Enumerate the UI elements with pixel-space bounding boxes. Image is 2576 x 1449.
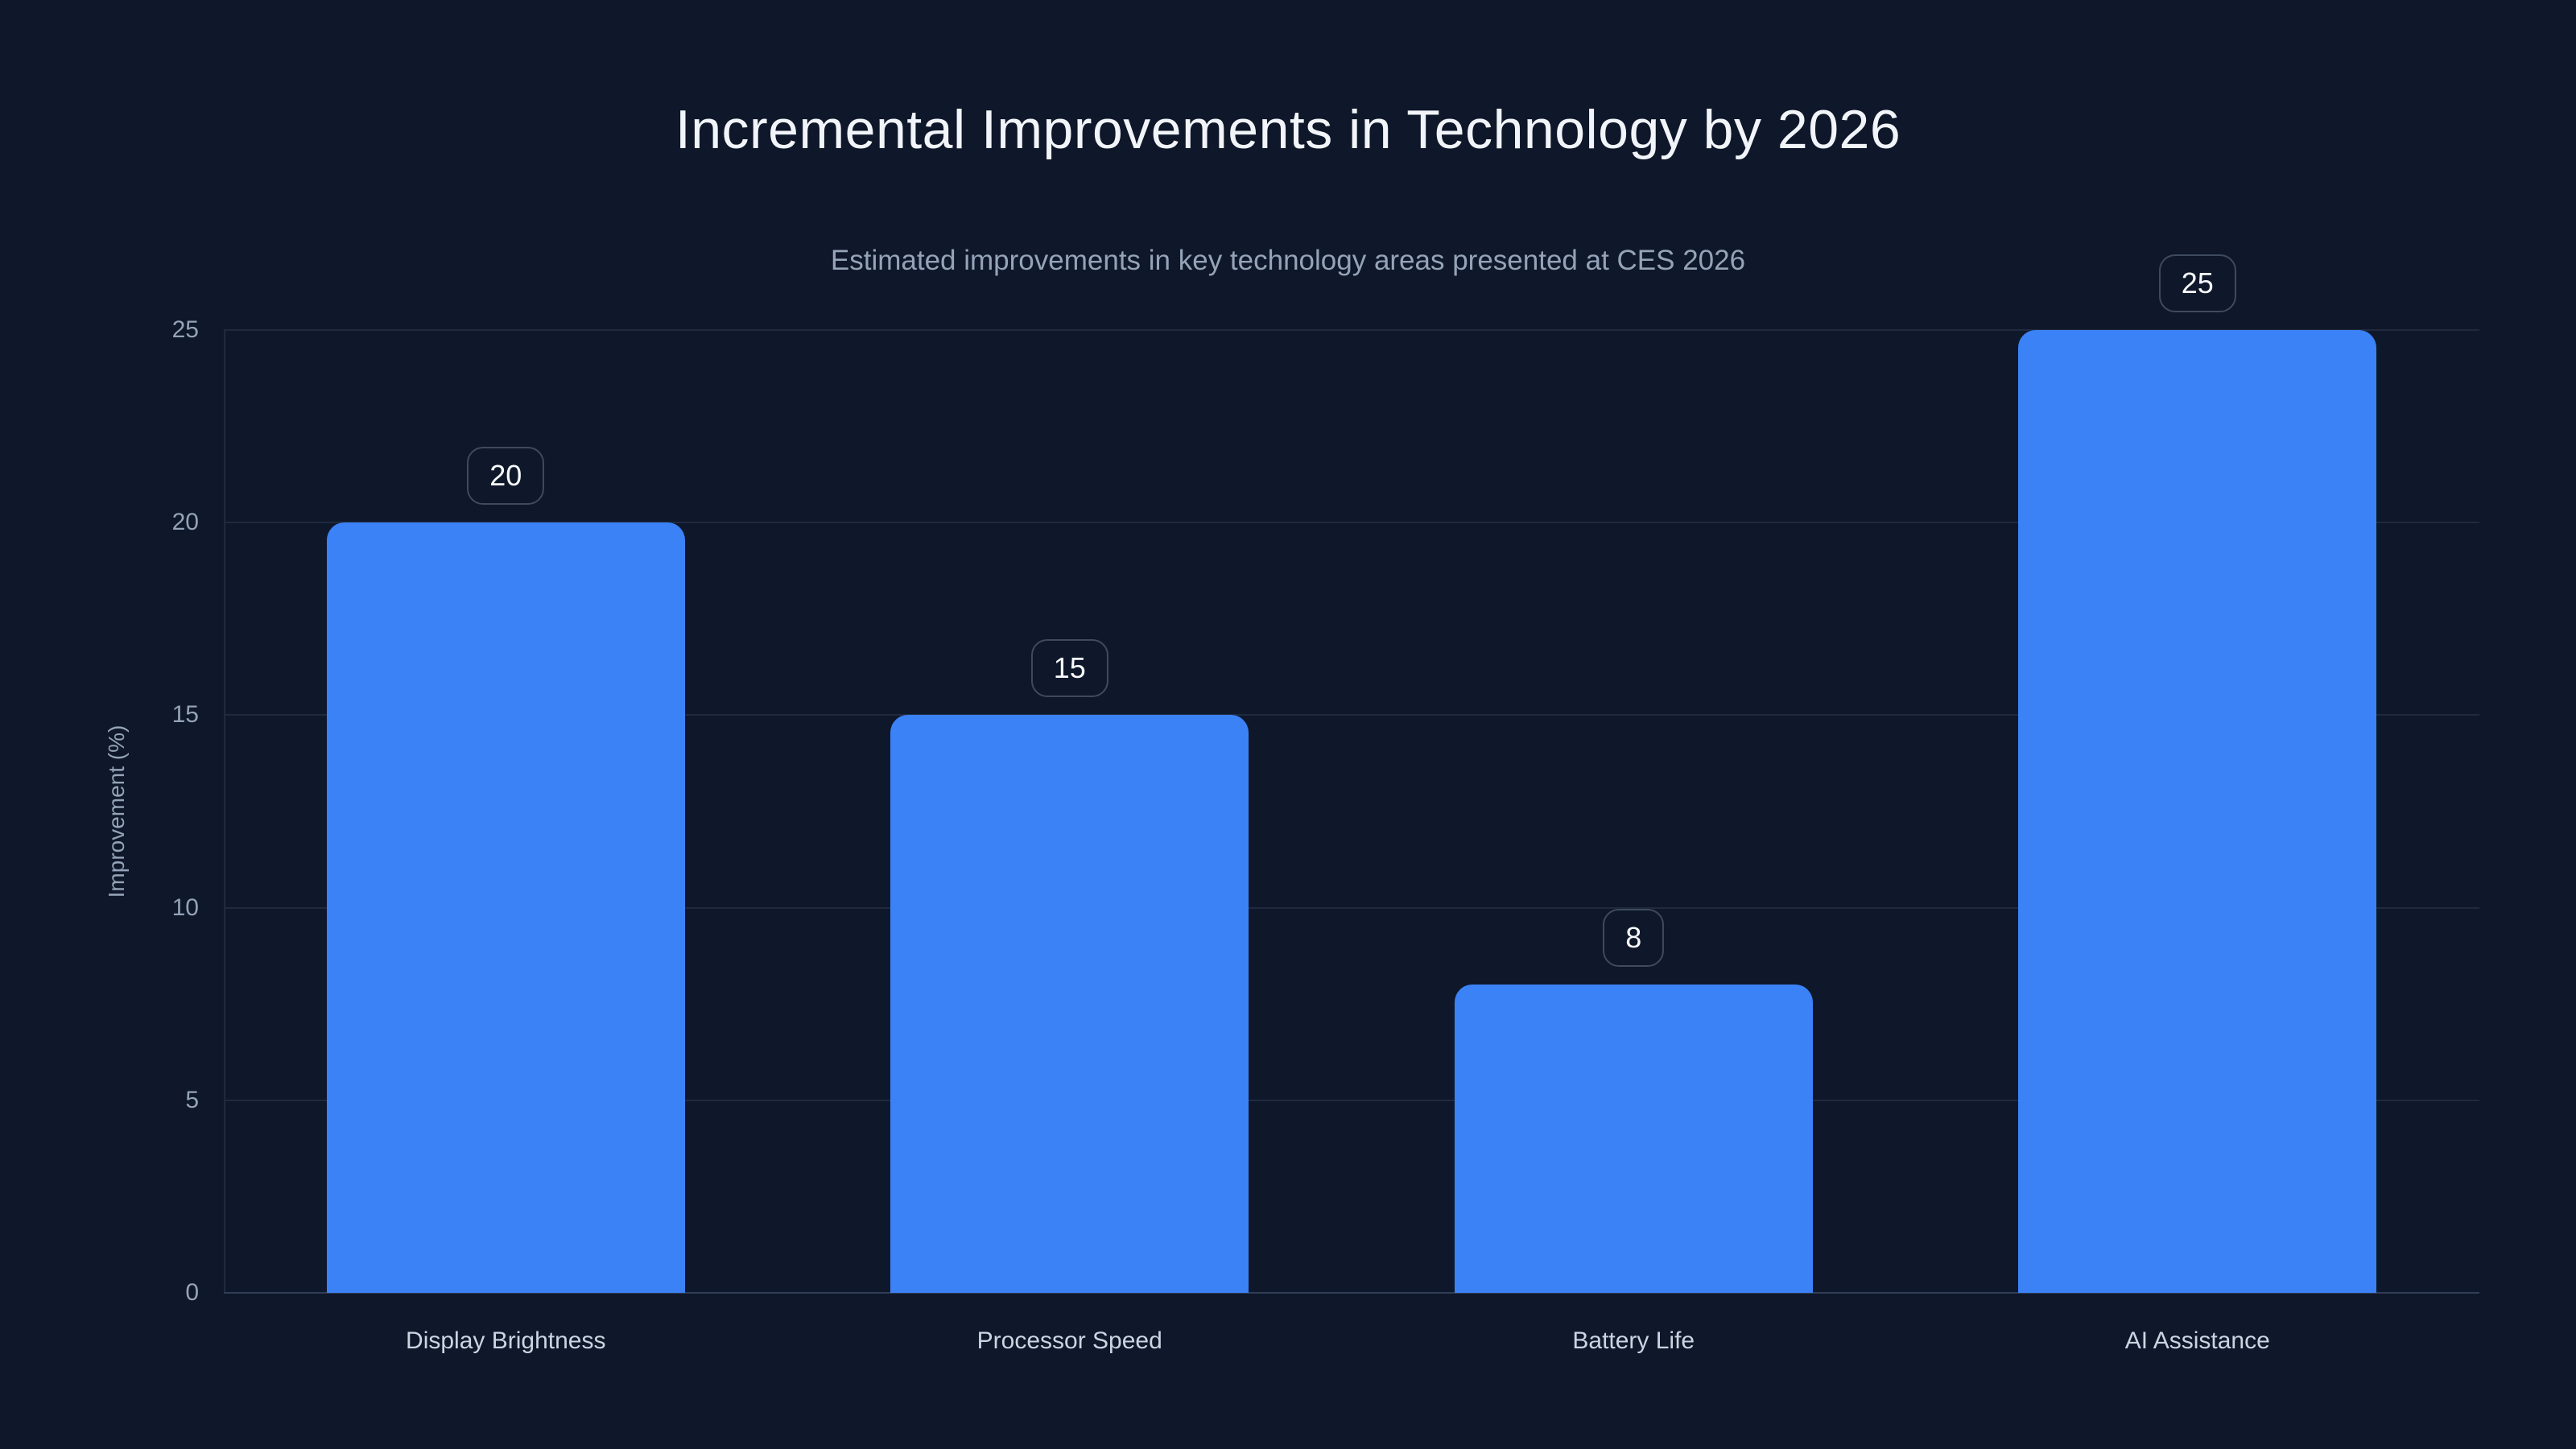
y-axis-tick-labels: 0 5 10 15 20 25: [0, 316, 199, 1306]
value-badge-display-brightness: 20: [467, 447, 545, 506]
x-axis-baseline: [224, 1292, 2479, 1294]
y-tick-label-25: 25: [171, 316, 199, 343]
bar-battery-life[interactable]: [1454, 985, 1813, 1293]
x-axis-label-battery-life: Battery Life: [1572, 1327, 1695, 1354]
value-badge-processor-speed: 15: [1030, 639, 1108, 698]
gridline-5: [224, 1099, 2479, 1101]
bar-processor-speed[interactable]: [890, 715, 1249, 1293]
gridline-20: [224, 522, 2479, 524]
y-tick-label-5: 5: [185, 1086, 199, 1113]
bar-ai-assistance[interactable]: [2018, 330, 2377, 1293]
y-tick-label-10: 10: [171, 894, 199, 921]
plot-area: 20 15 8 25: [224, 254, 2479, 1294]
y-axis-line: [224, 330, 225, 1293]
y-tick-label-0: 0: [185, 1279, 199, 1306]
x-axis-label-ai-assistance: AI Assistance: [2124, 1327, 2270, 1354]
value-badge-ai-assistance: 25: [2158, 254, 2236, 312]
gridline-15: [224, 714, 2479, 716]
y-tick-label-15: 15: [171, 701, 199, 729]
bar-display-brightness[interactable]: [326, 522, 685, 1293]
y-tick-label-20: 20: [171, 509, 199, 536]
gridline-25: [224, 329, 2479, 331]
chart-subtitle: Estimated improvements in key technology…: [830, 245, 1746, 276]
x-axis-labels: Display Brightness Processor Speed Battery…: [224, 1325, 2479, 1373]
x-axis-label-processor-speed: Processor Speed: [976, 1327, 1162, 1354]
gridline-10: [224, 906, 2479, 909]
value-badge-battery-life: 8: [1603, 909, 1665, 968]
chart-title: Incremental Improvements in Technology b…: [675, 99, 1901, 160]
x-axis-label-display-brightness: Display Brightness: [406, 1327, 606, 1354]
